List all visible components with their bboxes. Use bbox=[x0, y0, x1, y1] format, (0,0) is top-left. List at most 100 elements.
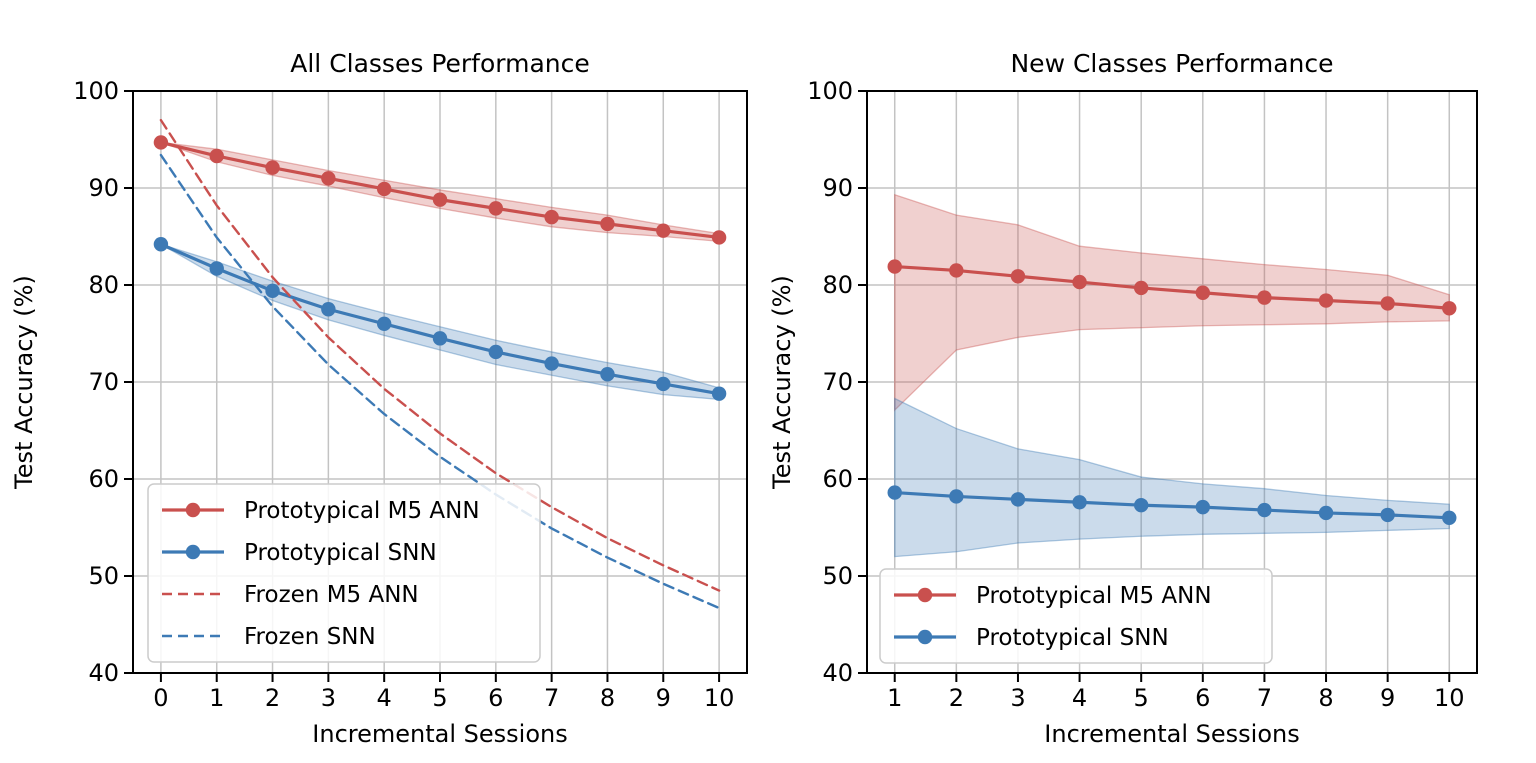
x-tick-label: 10 bbox=[704, 684, 735, 712]
x-tick-label: 3 bbox=[321, 684, 336, 712]
marker-prototypical-m5-ann bbox=[1072, 274, 1087, 290]
y-tick-label: 80 bbox=[88, 271, 119, 299]
y-tick-label: 40 bbox=[822, 659, 853, 687]
y-tick-label: 60 bbox=[88, 465, 119, 493]
x-tick-label: 4 bbox=[1072, 684, 1087, 712]
legend: Prototypical M5 ANN Prototypical SNN bbox=[879, 568, 1273, 664]
marker-prototypical-snn bbox=[1133, 497, 1149, 513]
marker-prototypical-m5-ann bbox=[1318, 293, 1334, 308]
x-tick-label: 1 bbox=[887, 684, 902, 712]
y-tick-label: 80 bbox=[822, 271, 853, 299]
x-tick-label: 0 bbox=[153, 684, 168, 712]
marker-prototypical-snn bbox=[321, 302, 336, 317]
marker-prototypical-snn bbox=[1318, 505, 1334, 521]
right-xaxis-label: Incremental Sessions bbox=[1044, 720, 1299, 748]
marker-prototypical-snn bbox=[209, 261, 224, 276]
marker-prototypical-m5-ann bbox=[153, 135, 169, 150]
line-frozen-snn bbox=[159, 153, 721, 610]
y-tick-label: 40 bbox=[88, 659, 119, 687]
lines bbox=[887, 259, 1457, 525]
marker-prototypical-snn bbox=[153, 237, 169, 252]
y-tick-label: 100 bbox=[73, 77, 119, 105]
marker-prototypical-snn bbox=[1010, 492, 1026, 507]
marker-prototypical-m5-ann bbox=[265, 160, 280, 175]
x-tick-label: 2 bbox=[265, 684, 280, 712]
y-tick-label: 50 bbox=[822, 562, 853, 590]
x-tick-label: 8 bbox=[600, 684, 615, 712]
line-frozen-m5-ann bbox=[159, 118, 721, 592]
x-tick-label: 7 bbox=[544, 684, 559, 712]
marker-prototypical-m5-ann bbox=[949, 263, 964, 278]
lines bbox=[153, 118, 727, 610]
marker-prototypical-snn bbox=[1442, 510, 1457, 525]
marker-prototypical-snn bbox=[949, 489, 964, 504]
new-classes-chart: New Classes Performance Incremental Sess… bbox=[768, 49, 1478, 748]
legend: Prototypical M5 ANN Prototypical SNN Froze… bbox=[147, 483, 541, 663]
marker-prototypical-snn bbox=[656, 376, 671, 392]
y-tick-label: 60 bbox=[822, 465, 853, 493]
marker-prototypical-m5-ann bbox=[656, 223, 671, 238]
ticks: 0 1 2 3 4 5 6 7 8 9 10 40 50 60 70 80 90 100 bbox=[73, 77, 734, 712]
x-tick-label: 5 bbox=[432, 684, 447, 712]
legend-marker-prototypical-snn bbox=[917, 629, 933, 645]
legend-label-frozen-m5-ann: Frozen M5 ANN bbox=[244, 582, 419, 608]
marker-prototypical-m5-ann bbox=[1195, 285, 1211, 300]
bands bbox=[894, 193, 1450, 558]
right-yaxis-label: Test Accuracy (%) bbox=[768, 275, 796, 490]
x-tick-label: 8 bbox=[1318, 684, 1333, 712]
x-tick-label: 3 bbox=[1010, 684, 1025, 712]
x-tick-label: 10 bbox=[1434, 684, 1465, 712]
legend-marker-prototypical-snn bbox=[185, 544, 201, 560]
left-chart-title: All Classes Performance bbox=[290, 49, 590, 78]
x-tick-label: 1 bbox=[209, 684, 224, 712]
all-classes-chart: All Classes Performance Incremental Sess… bbox=[10, 49, 748, 748]
marker-prototypical-m5-ann bbox=[1133, 280, 1149, 296]
y-tick-label: 70 bbox=[822, 368, 853, 396]
marker-prototypical-snn bbox=[1257, 502, 1272, 518]
marker-prototypical-m5-ann bbox=[1010, 269, 1026, 284]
band-prototypical-m5-ann bbox=[894, 193, 1450, 412]
left-yaxis-label: Test Accuracy (%) bbox=[10, 275, 38, 490]
band-prototypical-snn bbox=[894, 397, 1450, 558]
marker-prototypical-m5-ann bbox=[432, 192, 448, 207]
legend-label-prototypical-m5-ann: Prototypical M5 ANN bbox=[244, 498, 480, 524]
marker-prototypical-m5-ann bbox=[1442, 301, 1457, 316]
marker-prototypical-snn bbox=[1380, 507, 1395, 523]
marker-prototypical-snn bbox=[544, 356, 559, 371]
marker-prototypical-snn bbox=[488, 344, 504, 360]
x-tick-label: 9 bbox=[656, 684, 671, 712]
legend-marker-prototypical-m5-ann bbox=[917, 587, 933, 603]
x-tick-label: 2 bbox=[949, 684, 964, 712]
y-tick-label: 90 bbox=[822, 174, 853, 202]
x-tick-label: 7 bbox=[1257, 684, 1272, 712]
marker-prototypical-snn bbox=[711, 386, 727, 401]
right-chart-title: New Classes Performance bbox=[1010, 49, 1333, 78]
x-tick-label: 9 bbox=[1380, 684, 1395, 712]
legend-label-prototypical-snn: Prototypical SNN bbox=[976, 625, 1169, 651]
marker-prototypical-snn bbox=[887, 485, 902, 500]
marker-prototypical-m5-ann bbox=[711, 230, 727, 245]
marker-prototypical-snn bbox=[600, 367, 615, 382]
marker-prototypical-m5-ann bbox=[600, 216, 615, 232]
legend-label-prototypical-m5-ann: Prototypical M5 ANN bbox=[976, 583, 1212, 609]
legend-box bbox=[879, 568, 1273, 664]
y-tick-label: 100 bbox=[807, 77, 853, 105]
legend-label-frozen-snn: Frozen SNN bbox=[244, 624, 376, 650]
marker-prototypical-m5-ann bbox=[209, 148, 224, 164]
x-tick-label: 6 bbox=[488, 684, 503, 712]
x-tick-label: 4 bbox=[377, 684, 392, 712]
marker-prototypical-m5-ann bbox=[1257, 290, 1272, 305]
marker-prototypical-m5-ann bbox=[488, 201, 504, 216]
ticks: 1 2 3 4 5 6 7 8 9 10 40 50 60 70 80 90 100 bbox=[807, 77, 1464, 712]
marker-prototypical-m5-ann bbox=[1380, 296, 1395, 311]
y-tick-label: 50 bbox=[88, 562, 119, 590]
line-prototypical-snn bbox=[893, 490, 1451, 520]
marker-prototypical-m5-ann bbox=[376, 181, 392, 197]
line-prototypical-m5-ann bbox=[893, 264, 1451, 310]
x-tick-label: 5 bbox=[1134, 684, 1149, 712]
marker-prototypical-snn bbox=[265, 283, 280, 299]
marker-prototypical-snn bbox=[376, 316, 392, 331]
legend-box bbox=[147, 483, 541, 663]
